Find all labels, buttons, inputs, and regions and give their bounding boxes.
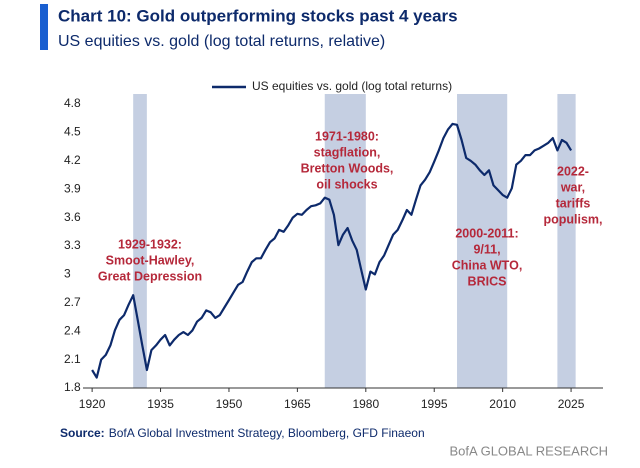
y-tick-label: 3.6 [64,210,81,224]
span-label: 1971-1980: [315,129,379,143]
y-tick-label: 1.8 [64,380,81,394]
span-label: 9/11, [473,242,500,256]
chart-title: Chart 10: Gold outperforming stocks past… [58,6,458,25]
source-text: BofA Global Investment Strategy, Bloombe… [109,426,425,440]
span-label: China WTO, [452,258,523,272]
y-tick-label: 3 [64,267,71,281]
x-tick-label: 1935 [147,397,174,411]
y-tick-label: 4.8 [64,96,81,110]
title-accent [40,4,48,50]
y-tick-label: 2.7 [64,295,81,309]
span-label: populism, [543,212,602,226]
x-tick-label: 1995 [421,397,448,411]
legend-label: US equities vs. gold (log total returns) [252,79,452,93]
span-label: Smoot-Hawley, [106,253,195,267]
y-tick-label: 2.4 [64,323,81,337]
x-tick-label: 1920 [79,397,106,411]
span-label: 2022- [557,164,589,178]
y-tick-label: 4.5 [64,125,81,139]
x-tick-label: 1950 [216,397,243,411]
span-label: stagflation, [314,145,381,159]
shaded-span [457,94,508,388]
span-label: 1929-1932: [118,237,182,251]
data-line [91,122,573,379]
span-label: oil shocks [316,177,377,191]
source: Source: BofA Global Investment Strategy, … [60,426,425,440]
shaded-span [557,94,576,388]
branding: BofA GLOBAL RESEARCH [450,443,608,458]
span-label: Bretton Woods, [301,161,394,175]
x-tick-label: 1965 [284,397,311,411]
x-tick-label: 1980 [352,397,379,411]
y-tick-label: 3.3 [64,238,81,252]
shaded-span [324,94,366,388]
y-tick-label: 2.1 [64,352,81,366]
span-label: 2000-2011: [455,226,518,240]
y-tick-label: 3.9 [64,181,81,195]
x-tick-label: 2025 [558,397,585,411]
source-label: Source: [60,426,105,440]
span-label: tariffs [556,196,591,210]
chart-subtitle: US equities vs. gold (log total returns,… [58,33,385,50]
y-tick-label: 4.2 [64,153,81,167]
span-label: war, [560,180,585,194]
span-label: Great Depression [98,269,202,283]
span-label: BRICS [468,274,507,288]
x-tick-label: 2010 [489,397,516,411]
